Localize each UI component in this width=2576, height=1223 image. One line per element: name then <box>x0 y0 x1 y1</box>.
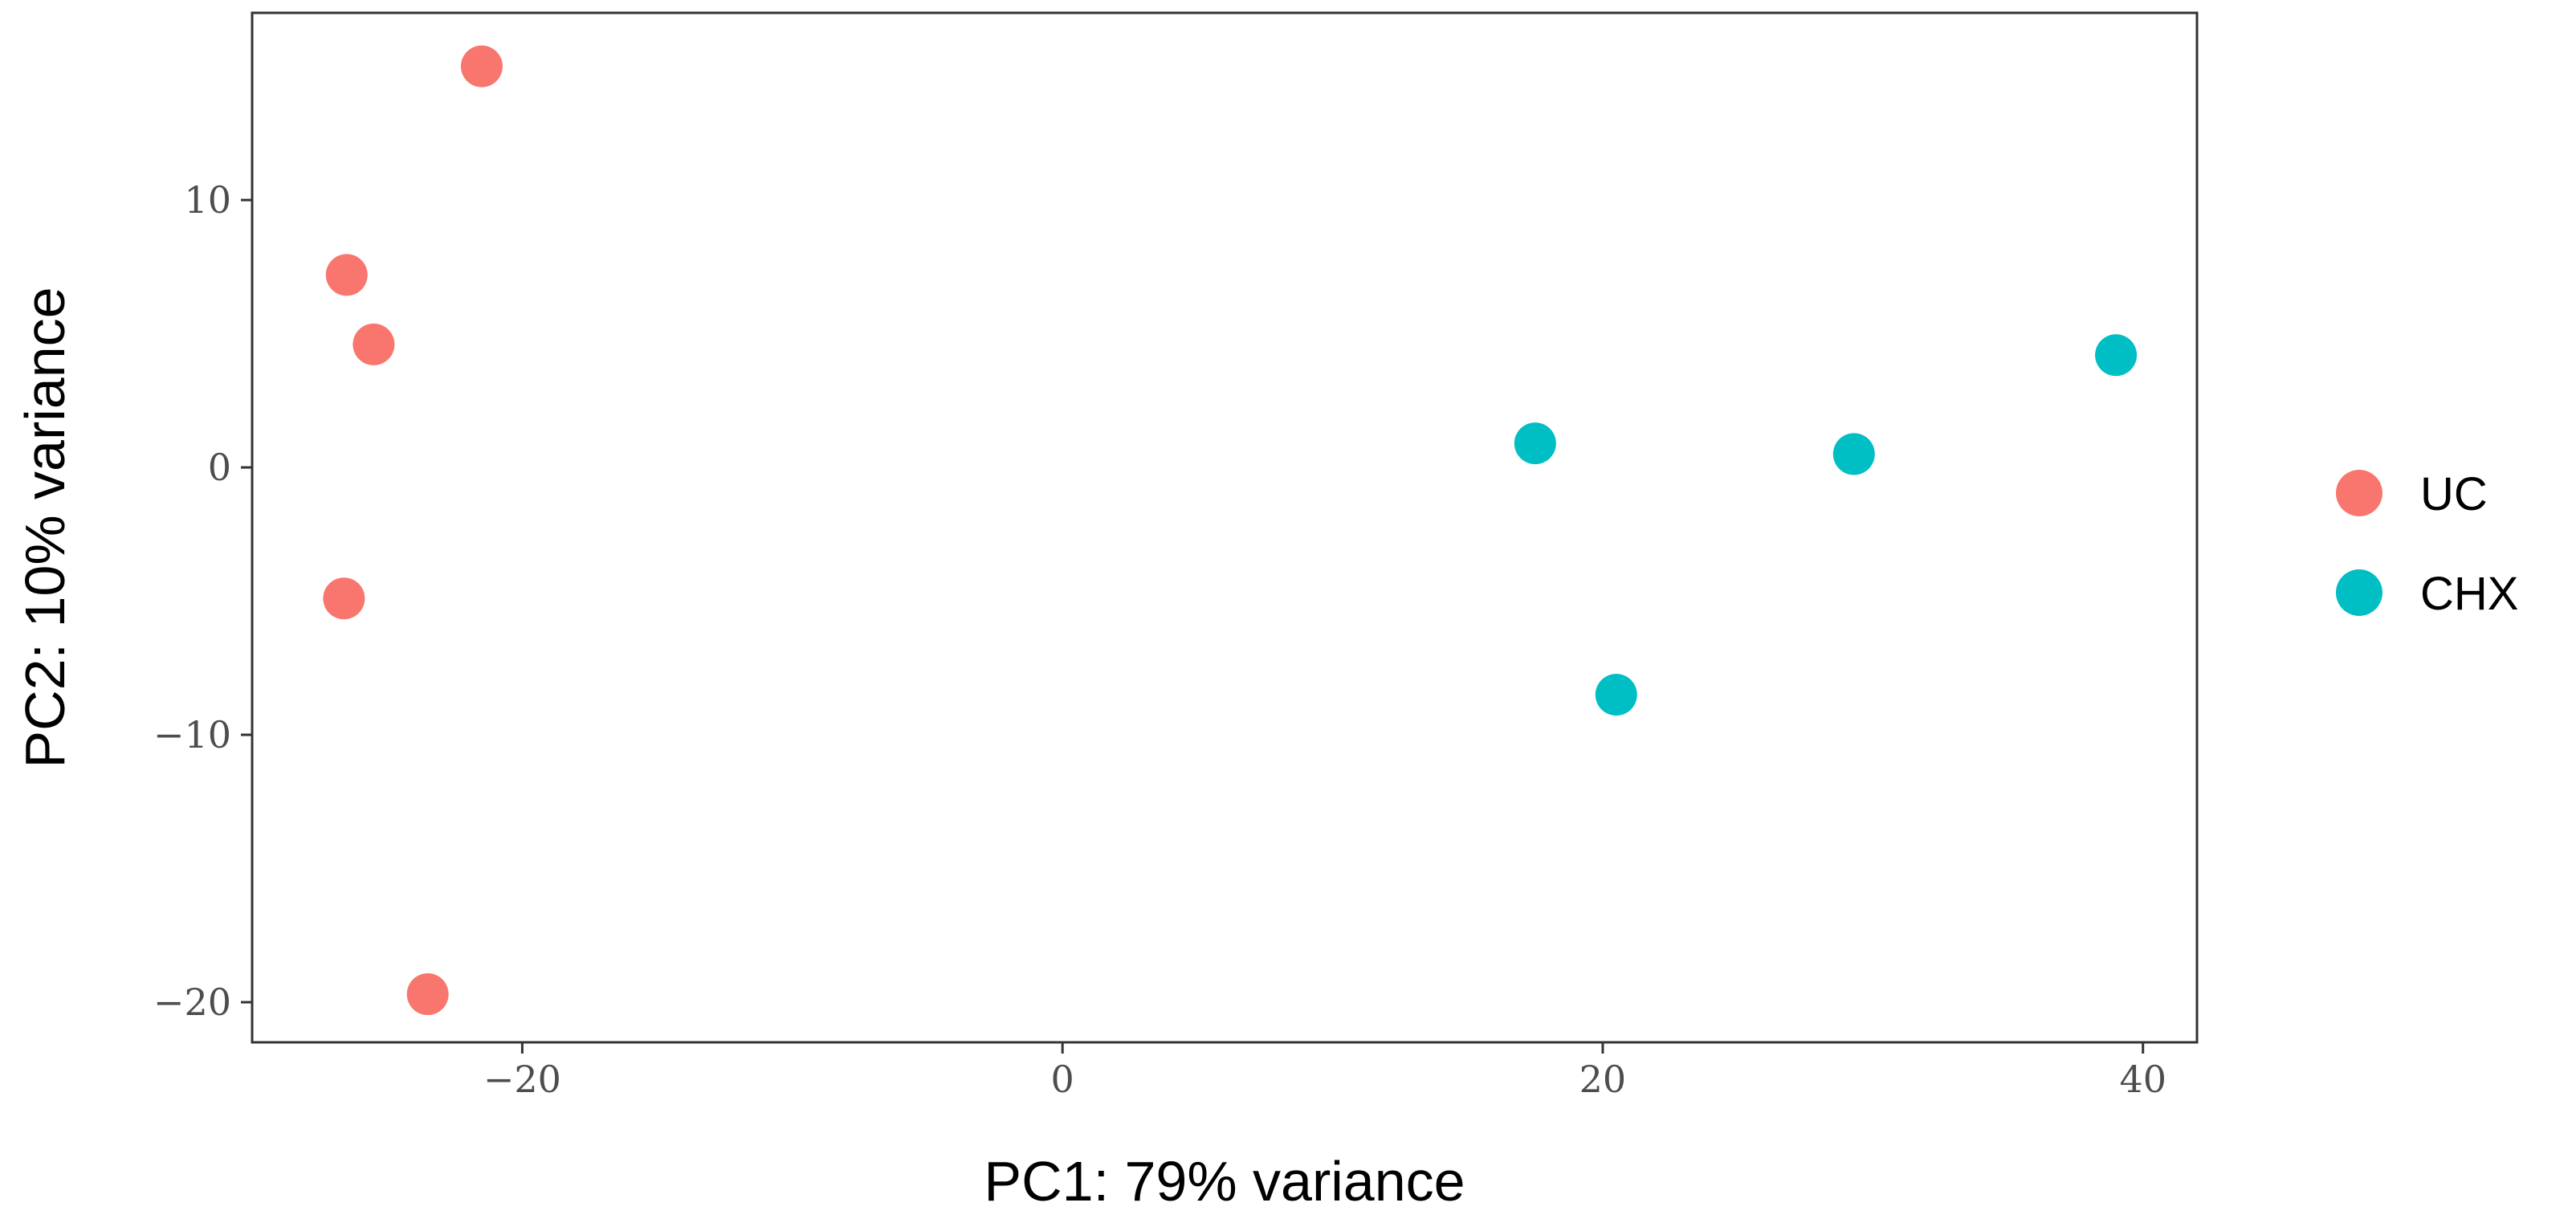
x-tick-label: 0 <box>1051 1058 1074 1101</box>
panel-border <box>251 11 2199 1044</box>
legend-key-uc <box>2336 470 2382 516</box>
legend-label-chx: CHX <box>2420 568 2518 620</box>
y-axis: −20 −10 0 10 <box>153 178 252 1024</box>
y-tick-label: −20 <box>153 980 231 1024</box>
x-axis-title: PC1: 79% variance <box>984 1150 1465 1213</box>
data-point-uc <box>406 973 449 1016</box>
x-axis: −20 0 20 40 <box>483 1042 2166 1101</box>
x-tick-label: 20 <box>1579 1058 1627 1101</box>
y-axis-title: PC2: 10% variance <box>14 287 76 768</box>
data-points <box>323 45 2138 1016</box>
data-point-chx <box>1832 433 1875 475</box>
data-point-uc <box>325 254 368 296</box>
legend: UC CHX <box>2336 468 2518 620</box>
y-tick-label: 10 <box>184 178 231 222</box>
legend-key-chx <box>2336 569 2382 616</box>
y-tick-label: −10 <box>153 713 231 756</box>
data-point-chx <box>2095 334 2138 377</box>
data-point-chx <box>1514 422 1556 465</box>
y-tick-label: 0 <box>208 446 231 489</box>
data-point-uc <box>460 45 503 88</box>
data-point-uc <box>323 577 365 620</box>
x-tick-label: −20 <box>483 1058 561 1101</box>
x-tick-label: 40 <box>2119 1058 2166 1101</box>
data-point-uc <box>353 323 395 365</box>
data-point-chx <box>1595 674 1637 716</box>
legend-label-uc: UC <box>2420 468 2488 520</box>
